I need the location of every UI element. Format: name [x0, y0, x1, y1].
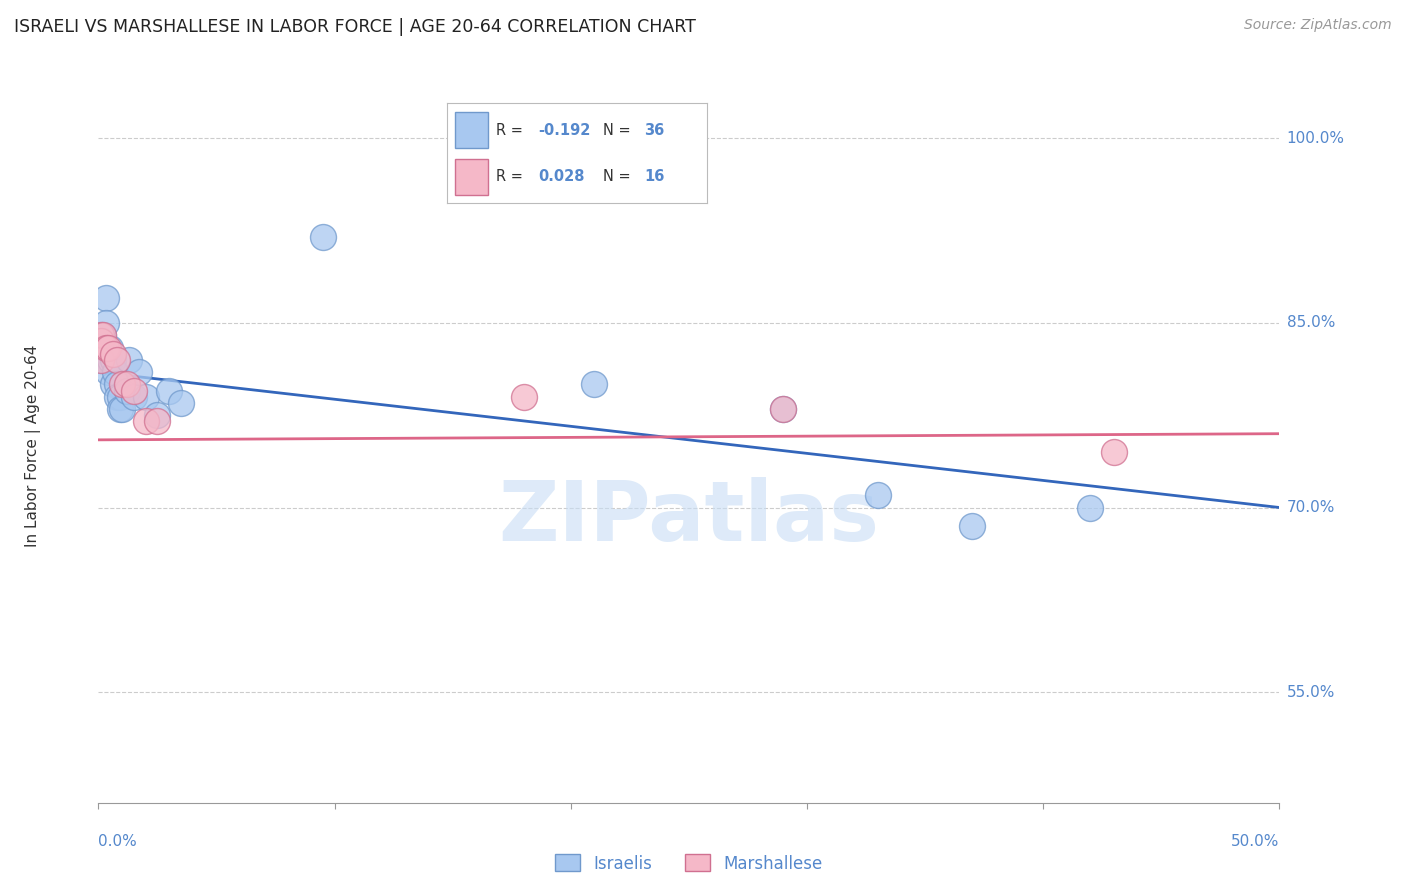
- Point: [97, 365, 120, 379]
- Text: 0.0%: 0.0%: [98, 833, 138, 848]
- Point: [105, 352, 128, 367]
- Point: [108, 402, 131, 417]
- Point: [94, 316, 117, 330]
- Text: 100.0%: 100.0%: [1286, 131, 1344, 146]
- Point: [91, 328, 114, 343]
- Point: [1102, 445, 1125, 459]
- Point: [866, 488, 889, 502]
- Point: [94, 341, 117, 355]
- Text: Source: ZipAtlas.com: Source: ZipAtlas.com: [1244, 18, 1392, 32]
- Point: [105, 377, 128, 392]
- Point: [105, 390, 128, 404]
- Point: [170, 396, 193, 410]
- Point: [94, 352, 117, 367]
- Point: [90, 328, 112, 343]
- Point: [772, 402, 794, 417]
- Point: [512, 390, 534, 404]
- Point: [101, 347, 124, 361]
- Text: In Labor Force | Age 20-64: In Labor Force | Age 20-64: [25, 345, 41, 547]
- Point: [111, 402, 134, 417]
- Legend: Israelis, Marshallese: Israelis, Marshallese: [548, 847, 830, 880]
- Text: 50.0%: 50.0%: [1232, 833, 1279, 848]
- Point: [90, 328, 112, 343]
- Point: [122, 384, 145, 398]
- Point: [98, 352, 121, 367]
- Point: [97, 341, 120, 355]
- Point: [135, 414, 157, 428]
- Point: [122, 390, 145, 404]
- Point: [98, 341, 121, 355]
- Point: [118, 352, 141, 367]
- Point: [583, 377, 606, 392]
- Point: [128, 365, 150, 379]
- Point: [157, 384, 180, 398]
- Point: [90, 334, 112, 349]
- Point: [772, 402, 794, 417]
- Point: [115, 384, 138, 398]
- Text: ISRAELI VS MARSHALLESE IN LABOR FORCE | AGE 20-64 CORRELATION CHART: ISRAELI VS MARSHALLESE IN LABOR FORCE | …: [14, 18, 696, 36]
- Point: [962, 519, 984, 533]
- Point: [90, 341, 112, 355]
- Point: [108, 390, 131, 404]
- Point: [312, 230, 335, 244]
- Point: [1080, 500, 1102, 515]
- Point: [91, 334, 114, 349]
- Point: [97, 352, 120, 367]
- Point: [135, 390, 157, 404]
- Point: [91, 328, 114, 343]
- Text: 55.0%: 55.0%: [1286, 684, 1334, 699]
- Text: 85.0%: 85.0%: [1286, 316, 1334, 330]
- Text: 70.0%: 70.0%: [1286, 500, 1334, 515]
- Point: [104, 365, 127, 379]
- Text: ZIPatlas: ZIPatlas: [499, 477, 879, 558]
- Point: [97, 341, 120, 355]
- Point: [90, 352, 112, 367]
- Point: [101, 377, 124, 392]
- Point: [94, 291, 117, 305]
- Point: [91, 347, 114, 361]
- Point: [115, 377, 138, 392]
- Point: [90, 352, 112, 367]
- Point: [146, 409, 169, 423]
- Point: [146, 414, 169, 428]
- Point: [101, 352, 124, 367]
- Point: [111, 377, 134, 392]
